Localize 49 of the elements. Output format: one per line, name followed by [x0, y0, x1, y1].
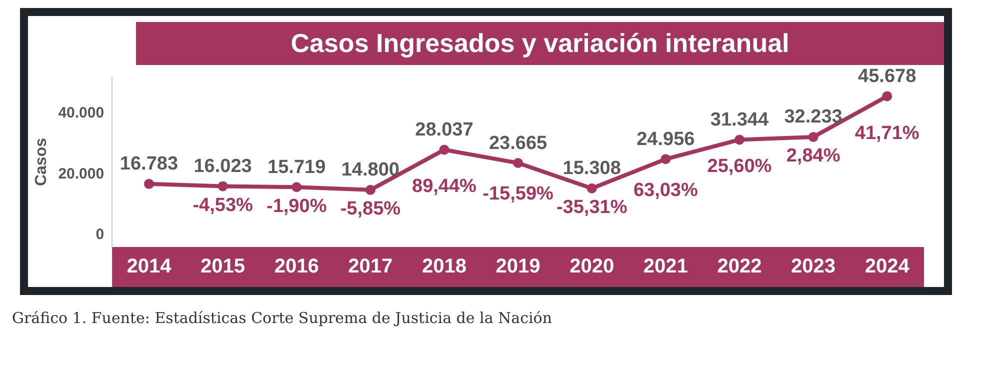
y-axis-title: Casos: [33, 138, 50, 186]
data-label: 31.344: [710, 109, 769, 130]
annotation: 2,84%: [786, 146, 840, 167]
point: [365, 184, 376, 195]
point: [144, 178, 154, 189]
data-label: 15.308: [562, 158, 621, 180]
x-tick-label: 2021: [643, 256, 688, 278]
annotation: 63,03%: [633, 180, 698, 202]
data-label: 15.719: [268, 156, 326, 178]
point: [513, 158, 524, 168]
annotation: 25,60%: [707, 156, 772, 177]
annotation: -1,90%: [266, 196, 327, 217]
data-label: 45.678: [858, 66, 916, 87]
data-label: 16.023: [194, 156, 252, 177]
text: Gráfico 1. Fuente: Estadísticas Corte Suprema de Justicia de la Nación: [12, 309, 553, 327]
data-label: 23.665: [488, 132, 548, 154]
y-tick-label: 40.000: [58, 104, 104, 122]
data-label: 16.783: [120, 154, 178, 175]
annotation: 41,71%: [854, 122, 920, 144]
data-label: 14.800: [341, 160, 400, 181]
chart-title: Casos Ingresados y variación interanual: [136, 22, 944, 65]
x-tick-label: 2016: [274, 256, 319, 278]
point: [586, 183, 597, 194]
point: [292, 182, 302, 192]
point: [660, 154, 671, 164]
x-tick-label: 2017: [348, 256, 393, 278]
point: [439, 144, 450, 155]
x-tick-label: 2023: [791, 256, 836, 278]
annotation: 89,44%: [412, 176, 477, 198]
annotation: -35,31%: [556, 197, 628, 218]
data-label: 32.233: [784, 106, 842, 128]
point: [882, 91, 892, 102]
x-tick-label: 2018: [422, 256, 466, 278]
annotation: -4,53%: [192, 194, 253, 216]
point: [218, 181, 228, 192]
x-tick-label: 2015: [200, 256, 246, 278]
x-tick-label: 2022: [717, 256, 762, 278]
annotation: -15,59%: [482, 183, 554, 204]
annotation: -5,85%: [340, 198, 401, 220]
point: [734, 134, 744, 145]
y-tick-label: 20.000: [58, 165, 104, 182]
data-label: 28.037: [415, 119, 474, 140]
x-tick-label: 2020: [570, 256, 614, 278]
data-label: 24.956: [636, 128, 695, 150]
point: [808, 132, 818, 142]
x-tick-label: 2019: [496, 256, 540, 278]
y-tick-label: 0: [96, 226, 104, 243]
x-tick-label: 2014: [126, 256, 172, 278]
x-tick-label: 2024: [864, 256, 910, 278]
